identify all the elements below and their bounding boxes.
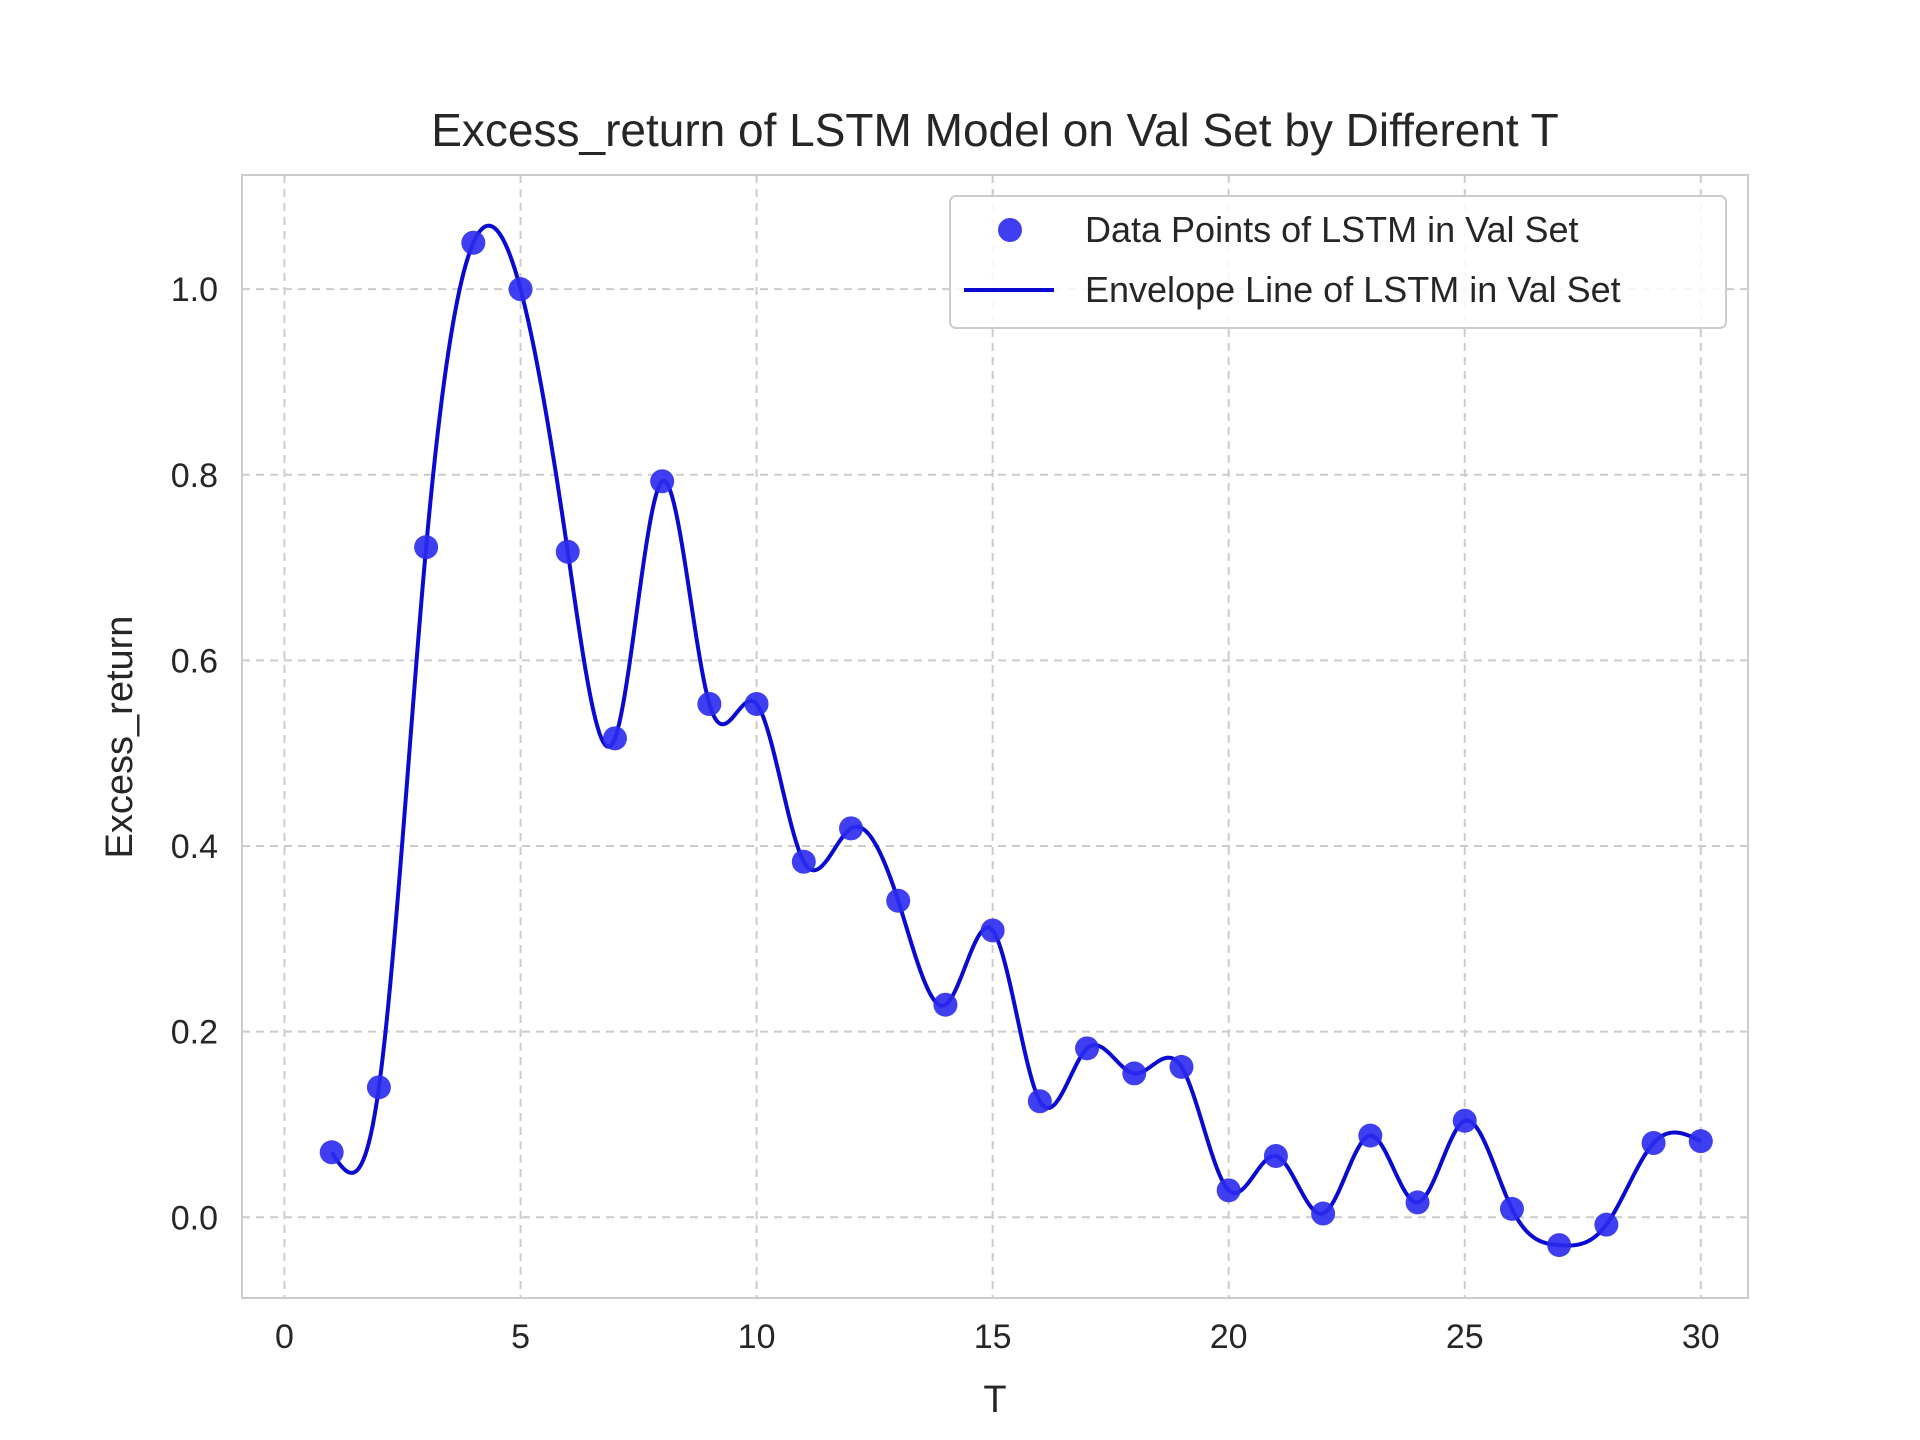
data-point: [461, 230, 486, 255]
x-tick-label: 5: [511, 1318, 530, 1356]
data-point: [650, 469, 675, 494]
y-axis-label: Excess_return: [99, 616, 141, 859]
data-point: [791, 849, 816, 874]
data-point: [1075, 1036, 1100, 1061]
y-tick-label: 0.6: [171, 642, 218, 680]
data-point: [1027, 1089, 1052, 1114]
data-point: [319, 1140, 344, 1165]
data-point: [839, 816, 864, 841]
x-tick-label: 15: [974, 1318, 1012, 1356]
data-point: [508, 277, 533, 302]
data-point: [366, 1075, 391, 1100]
x-tick-label: 10: [738, 1318, 776, 1356]
data-point: [1688, 1129, 1713, 1154]
data-point: [933, 992, 958, 1017]
data-point: [1169, 1054, 1194, 1079]
data-point: [1547, 1233, 1572, 1258]
legend-marker-scatter: [998, 218, 1022, 242]
data-point: [602, 726, 627, 751]
grid: [242, 175, 1748, 1298]
y-tick-label: 1.0: [171, 271, 218, 309]
legend-label-line: Envelope Line of LSTM in Val Set: [1085, 269, 1621, 310]
data-point: [1641, 1131, 1666, 1156]
data-point: [1499, 1196, 1524, 1221]
data-point: [980, 918, 1005, 943]
plot-frame: [241, 174, 1749, 1299]
legend-box: [949, 195, 1727, 329]
data-point: [1122, 1061, 1147, 1086]
tick-labels: 0 5 10 15 20 25 30 0.0 0.2 0.4 0.6 0.8 1.0: [171, 271, 1720, 1356]
data-point: [697, 692, 722, 717]
y-tick-label: 0.2: [171, 1014, 218, 1052]
data-point: [1263, 1144, 1288, 1169]
data-points: [319, 230, 1713, 1258]
data-point: [886, 888, 911, 913]
x-axis-label: T: [983, 1379, 1006, 1421]
x-tick-label: 25: [1446, 1318, 1484, 1356]
data-point: [1216, 1178, 1241, 1203]
legend: Data Points of LSTM in Val Set Envelope …: [949, 195, 1727, 329]
y-tick-label: 0.8: [171, 457, 218, 495]
x-tick-label: 30: [1682, 1318, 1720, 1356]
data-point: [1594, 1212, 1619, 1237]
data-point: [555, 539, 580, 564]
legend-label-scatter: Data Points of LSTM in Val Set: [1085, 209, 1579, 250]
x-tick-label: 20: [1210, 1318, 1248, 1356]
x-tick-label: 0: [275, 1318, 294, 1356]
data-point: [744, 692, 769, 717]
data-point: [1311, 1201, 1336, 1226]
data-point: [1358, 1123, 1383, 1148]
y-tick-label: 0.4: [171, 828, 218, 866]
data-point: [1405, 1190, 1430, 1215]
chart-title: Excess_return of LSTM Model on Val Set b…: [431, 104, 1559, 156]
data-point: [1452, 1108, 1477, 1133]
data-point: [414, 535, 439, 560]
y-tick-label: 0.0: [171, 1199, 218, 1237]
